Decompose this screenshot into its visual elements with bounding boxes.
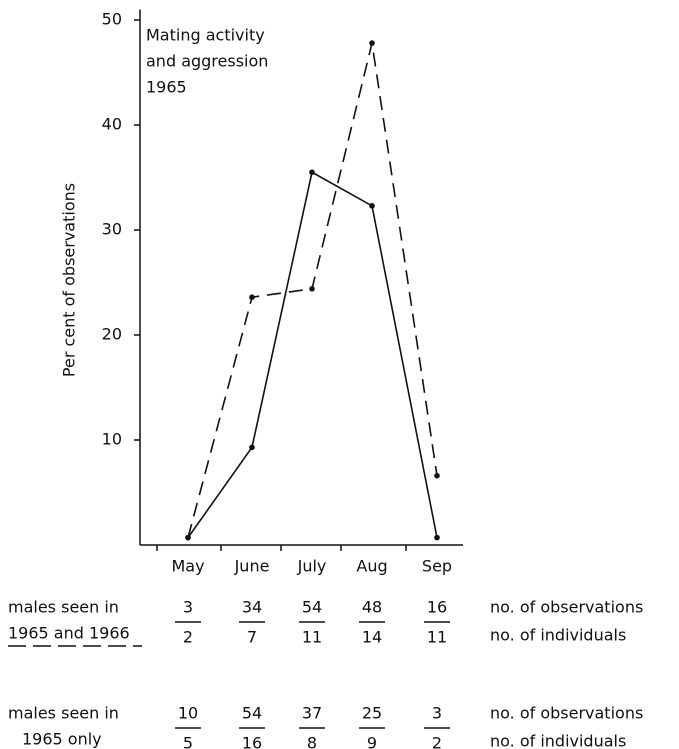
data-point — [309, 169, 315, 176]
y-tick-label: 50 — [102, 10, 122, 29]
row-caption: no. of individuals — [490, 732, 626, 749]
y-tick-label: 10 — [102, 430, 122, 449]
data-point — [369, 40, 375, 46]
x-tick-label: Sep — [422, 557, 452, 576]
chart-title: Mating activity — [146, 26, 265, 45]
row-label: males seen in — [8, 704, 119, 723]
observations: 16 — [427, 598, 447, 617]
observations: 34 — [242, 598, 262, 617]
row-caption: no. of individuals — [490, 626, 626, 645]
chart-title: and aggression — [146, 52, 268, 71]
data-point — [434, 534, 440, 541]
individuals: 11 — [302, 628, 322, 647]
observations: 54 — [302, 598, 322, 617]
data-point — [434, 472, 440, 479]
row-caption: no. of observations — [490, 598, 643, 617]
row-caption: no. of observations — [490, 704, 643, 723]
individuals: 8 — [307, 734, 317, 749]
observations: 37 — [302, 704, 322, 723]
data-point — [185, 534, 191, 541]
y-tick-label: 20 — [102, 325, 122, 344]
individuals: 2 — [183, 628, 193, 647]
individuals: 9 — [367, 734, 377, 749]
row-label: 1965 and 1966 — [8, 624, 130, 643]
observations: 10 — [178, 704, 198, 723]
data-point — [369, 203, 375, 209]
observations: 3 — [432, 704, 442, 723]
y-tick-label: 40 — [102, 115, 122, 134]
individuals: 11 — [427, 628, 447, 647]
y-tick-label: 30 — [102, 220, 122, 239]
individuals: 2 — [432, 734, 442, 749]
x-tick-label: June — [234, 557, 270, 576]
y-axis-label: Per cent of observations — [60, 183, 79, 377]
individuals: 16 — [242, 734, 262, 749]
x-tick-label: May — [171, 557, 204, 576]
individuals: 5 — [183, 734, 193, 749]
data-point — [249, 294, 255, 301]
row-label: males seen in — [8, 598, 119, 617]
individuals: 7 — [247, 628, 257, 647]
observations: 25 — [362, 704, 382, 723]
observations: 3 — [183, 598, 193, 617]
individuals: 14 — [362, 628, 382, 647]
x-tick-label: Aug — [356, 557, 387, 576]
x-tick-label: July — [297, 557, 327, 576]
row-label: 1965 only — [22, 730, 102, 749]
data-point — [249, 444, 255, 451]
observations: 48 — [362, 598, 382, 617]
chart-title: 1965 — [146, 78, 187, 97]
observations: 54 — [242, 704, 262, 723]
data-point — [309, 286, 315, 292]
